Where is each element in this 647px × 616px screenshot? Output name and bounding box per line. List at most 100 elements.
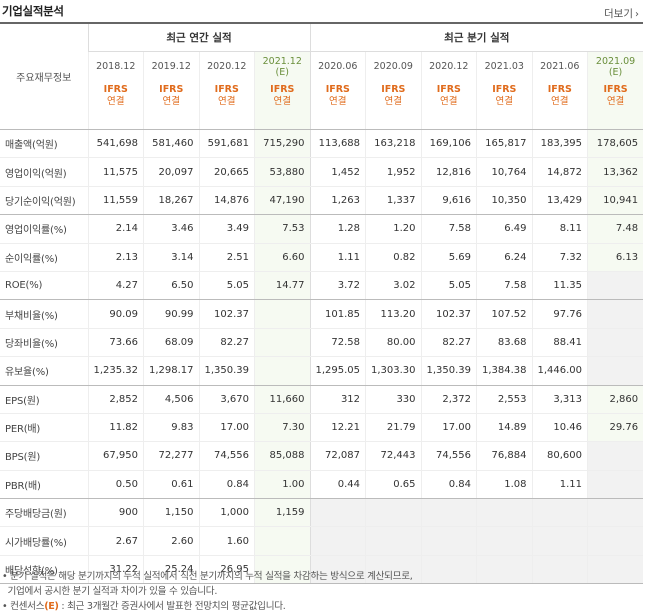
data-cell: 7.53 — [254, 214, 311, 244]
data-cell: 2,852 — [87, 385, 144, 414]
ifrs-header: IFRS 연결 — [531, 77, 588, 130]
data-cell — [531, 555, 588, 585]
data-cell: 1.00 — [254, 470, 311, 500]
row-label: 영업이익(억원) — [0, 157, 88, 187]
data-cell — [476, 555, 533, 585]
chevron-right-icon[interactable]: › — [635, 9, 639, 20]
data-cell: 13,429 — [531, 186, 588, 216]
data-cell: 1.08 — [476, 470, 533, 500]
data-cell: 1,452 — [309, 157, 366, 187]
data-cell: 8.11 — [531, 214, 588, 244]
data-cell: 12,816 — [420, 157, 477, 187]
data-cell: 14.89 — [476, 413, 533, 443]
data-cell: 2,553 — [476, 385, 533, 414]
data-cell — [365, 526, 422, 556]
table-row: 유보율(%) 1,235.32 1,298.17 1,350.39 1,295.05 1,… — [0, 356, 644, 386]
more-label[interactable]: 더보기 — [604, 8, 633, 20]
data-cell: 0.50 — [87, 470, 144, 500]
ifrs-header: IFRS 연결 — [365, 77, 422, 130]
data-cell: 591,681 — [198, 129, 255, 159]
period-header: 2021.03 — [476, 51, 533, 78]
data-cell: 90.09 — [87, 299, 144, 329]
row-label: 매출액(억원) — [0, 129, 88, 159]
data-cell: 4.27 — [87, 271, 144, 301]
data-cell: 26.95 — [198, 555, 255, 585]
more-link[interactable]: 더보기 › — [604, 6, 639, 21]
data-cell: 80,600 — [531, 441, 588, 471]
data-cell: 5.05 — [198, 271, 255, 301]
data-cell — [587, 555, 644, 585]
annual-group-header: 최근 연간 실적 — [87, 23, 311, 52]
data-cell: 3.14 — [143, 243, 199, 272]
data-cell: 1,303.30 — [365, 356, 422, 386]
data-cell: 72,443 — [365, 441, 422, 471]
data-cell: 9.83 — [143, 413, 199, 443]
data-cell: 29.76 — [587, 413, 644, 443]
data-cell — [531, 498, 588, 528]
data-cell: 1.11 — [309, 243, 366, 272]
table-row: 당기순이익(억원) 11,559 18,267 14,876 47,190 1,263 1,… — [0, 186, 644, 216]
data-cell: 0.84 — [420, 470, 477, 500]
data-cell: 1,350.39 — [198, 356, 255, 386]
row-header: 주요재무정보 — [0, 23, 88, 130]
data-cell: 183,395 — [531, 129, 588, 159]
data-cell: 2.67 — [87, 526, 144, 556]
data-cell — [587, 299, 644, 329]
data-cell: 11.82 — [87, 413, 144, 443]
data-cell: 113,688 — [309, 129, 366, 159]
data-cell: 1.28 — [309, 214, 366, 244]
data-cell: 76,884 — [476, 441, 533, 471]
data-cell: 67,950 — [87, 441, 144, 471]
data-cell: 10.46 — [531, 413, 588, 443]
row-label: 당좌비율(%) — [0, 328, 88, 358]
period-header: 2020.06 — [309, 51, 366, 78]
table-row: 당좌비율(%) 73.66 68.09 82.27 72.58 80.00 82.27 83.… — [0, 328, 644, 358]
table-row: PBR(배) 0.50 0.61 0.84 1.00 0.44 0.65 0.84 1.08 1.… — [0, 470, 644, 500]
period-header: 2021.09 (E) — [587, 51, 644, 78]
data-cell: 715,290 — [254, 129, 311, 159]
data-cell — [420, 498, 477, 528]
data-cell: 72,277 — [143, 441, 199, 471]
data-cell: 72.58 — [309, 328, 366, 358]
ifrs-header: IFRS 연결 — [198, 77, 255, 130]
data-cell — [587, 470, 644, 500]
data-cell: 1,384.38 — [476, 356, 533, 386]
data-cell: 13,362 — [587, 157, 644, 187]
data-cell: 11.35 — [531, 271, 588, 301]
ifrs-header: IFRS 연결 — [476, 77, 533, 130]
data-cell: 6.24 — [476, 243, 533, 272]
data-cell: 169,106 — [420, 129, 477, 159]
ifrs-header: IFRS 연결 — [143, 77, 199, 130]
row-label: PER(배) — [0, 413, 88, 443]
data-cell: 25.24 — [143, 555, 199, 585]
row-label: 당기순이익(억원) — [0, 186, 88, 216]
data-cell: 1,298.17 — [143, 356, 199, 386]
data-cell: 85,088 — [254, 441, 311, 471]
data-cell: 163,218 — [365, 129, 422, 159]
section-header: 기업실적분석 더보기 › — [0, 0, 647, 24]
data-cell: 10,941 — [587, 186, 644, 216]
data-cell: 80.00 — [365, 328, 422, 358]
data-cell — [254, 328, 311, 358]
data-cell: 31.22 — [87, 555, 144, 585]
data-cell: 83.68 — [476, 328, 533, 358]
footnote-2: • 컨센서스(E) : 최근 3개월간 증권사에서 발표한 전망치의 평균값입니… — [2, 601, 286, 612]
data-cell: 72,087 — [309, 441, 366, 471]
data-cell: 2,860 — [587, 385, 644, 414]
data-cell: 21.79 — [365, 413, 422, 443]
data-cell — [254, 555, 311, 585]
row-label: 영업이익률(%) — [0, 214, 88, 244]
ifrs-header: IFRS 연결 — [587, 77, 644, 130]
data-cell — [587, 441, 644, 471]
row-label: 시가배당률(%) — [0, 526, 88, 556]
data-cell — [309, 498, 366, 528]
data-cell: 3.72 — [309, 271, 366, 301]
data-cell: 330 — [365, 385, 422, 414]
ifrs-header: IFRS 연결 — [87, 77, 144, 130]
data-cell: 53,880 — [254, 157, 311, 187]
footnotes: • 분기 실적은 해당 분기까지의 누적 실적에서 직전 분기까지의 누적 실적… — [2, 569, 413, 614]
data-cell: 2.60 — [143, 526, 199, 556]
data-cell — [254, 299, 311, 329]
data-cell: 90.99 — [143, 299, 199, 329]
data-cell — [420, 555, 477, 585]
